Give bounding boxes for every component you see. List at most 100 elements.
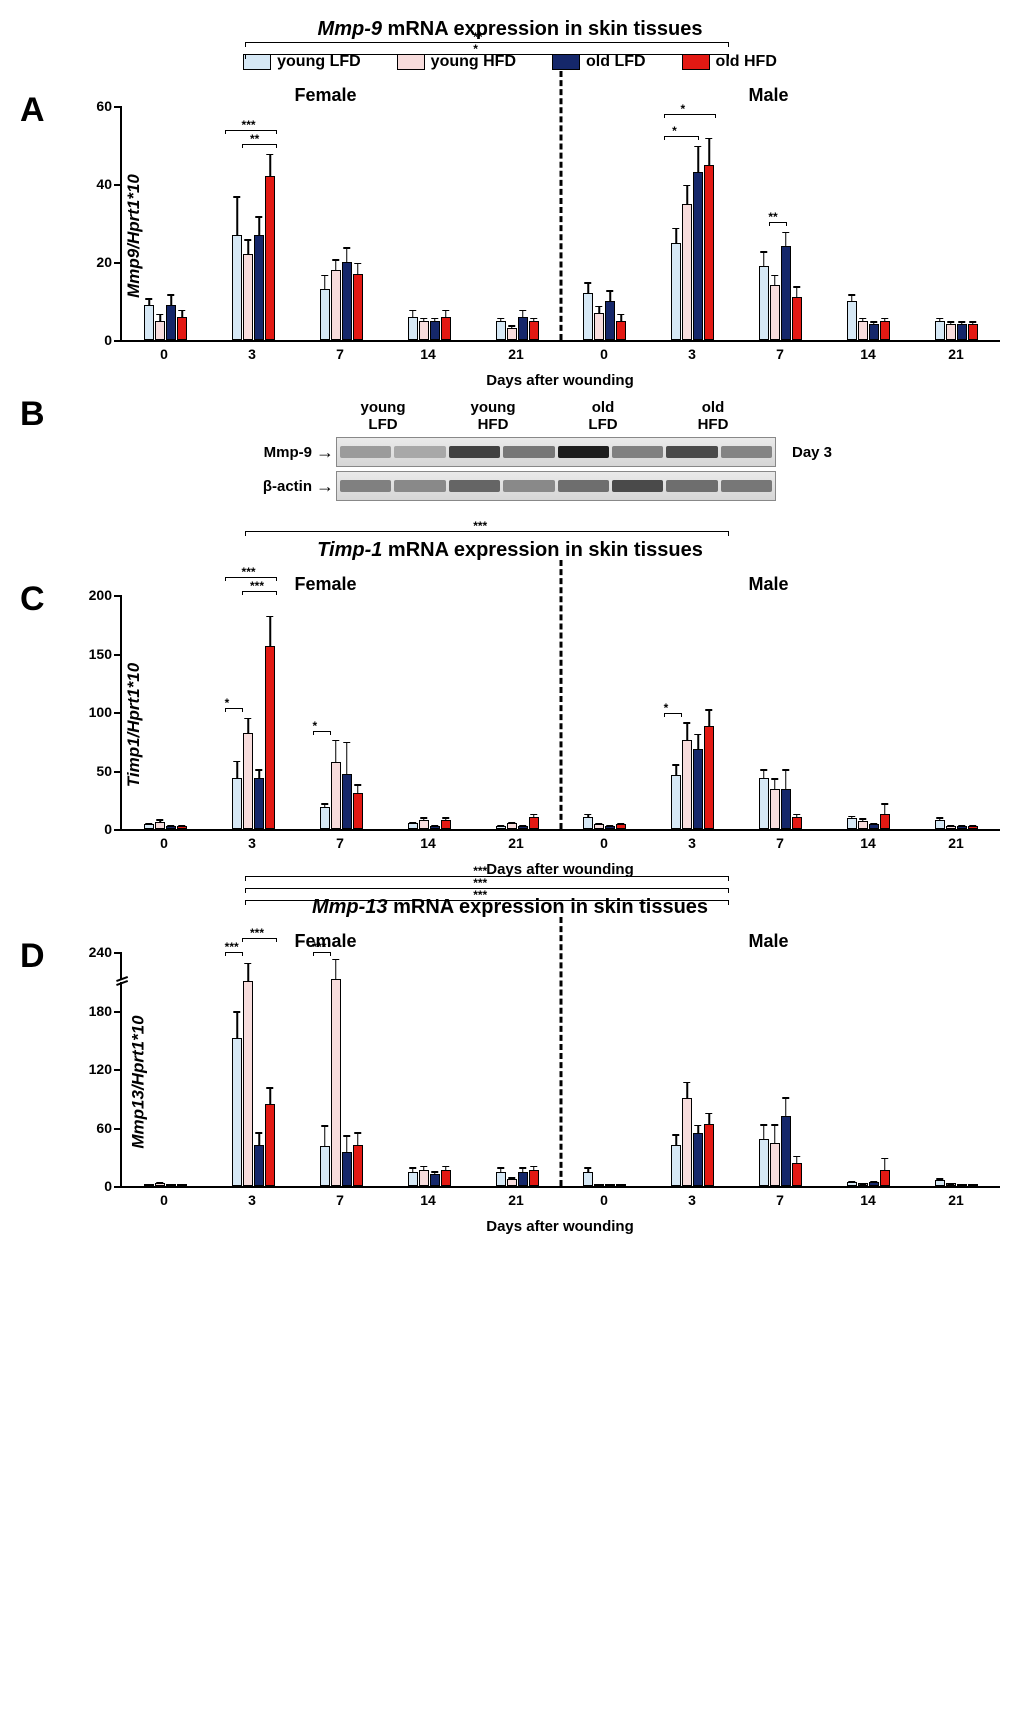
bar <box>342 774 352 829</box>
arrow-icon: → <box>314 477 336 495</box>
bar <box>957 1184 967 1186</box>
bar <box>331 762 341 829</box>
blot-band <box>449 480 500 492</box>
panel-d-chart: Mmp13/Hprt1*10 060120180240*************… <box>120 952 1000 1212</box>
bar <box>770 1143 780 1186</box>
bar <box>320 289 330 340</box>
bar <box>968 324 978 340</box>
bar <box>704 1124 714 1186</box>
bar <box>759 778 769 829</box>
label-male: Male <box>547 574 1000 595</box>
bar <box>408 823 418 829</box>
bar <box>518 1172 528 1186</box>
bar <box>419 321 429 340</box>
panel-d: D Female Male Mmp13/Hprt1*10 06012018024… <box>20 931 1000 1235</box>
bar <box>781 789 791 829</box>
blot-band <box>394 446 445 458</box>
bar <box>496 826 506 830</box>
bar <box>693 172 703 340</box>
bar <box>847 818 857 829</box>
bar <box>265 646 275 829</box>
bar <box>935 1180 945 1186</box>
blot-band <box>666 446 717 458</box>
bar <box>441 820 451 829</box>
label-female: Female <box>64 574 547 595</box>
blot-band <box>449 446 500 458</box>
bar <box>430 1174 440 1186</box>
bar <box>693 1133 703 1186</box>
bar <box>144 824 154 829</box>
wb-header: oldLFD <box>548 399 658 433</box>
blot-band <box>503 480 554 492</box>
bar <box>671 775 681 829</box>
bar <box>232 1038 242 1186</box>
legend-item: young HFD <box>397 53 516 71</box>
bar <box>529 1170 539 1186</box>
bar <box>869 1182 879 1186</box>
blot-band <box>721 480 772 492</box>
figure-container: Mmp-9 mRNA expression in skin tissues yo… <box>20 18 1000 1235</box>
bar <box>243 254 253 340</box>
arrow-icon: → <box>314 443 336 461</box>
blot-band <box>612 480 663 492</box>
bar <box>342 262 352 340</box>
panel-b: B youngLFDyoungHFDoldLFDoldHFD Mmp-9 → D… <box>20 389 1000 521</box>
panel-b-mmp9-label: Mmp-9 <box>234 444 314 461</box>
bar <box>342 1152 352 1186</box>
panel-c-title: Timp-1 mRNA expression in skin tissues <box>20 539 1000 562</box>
panel-c: C Female Male Timp1/Hprt1*10 05010015020… <box>20 574 1000 878</box>
bar <box>594 1184 604 1186</box>
panel-b-actin-label: β-actin <box>234 478 314 495</box>
bar <box>770 285 780 340</box>
bar <box>430 321 440 340</box>
bar <box>166 1184 176 1186</box>
bar <box>254 235 264 340</box>
bar <box>507 1179 517 1186</box>
bar <box>770 789 780 829</box>
bar <box>243 981 253 1186</box>
panel-a-letter: A <box>20 85 64 130</box>
panel-c-letter: C <box>20 574 64 619</box>
bar <box>605 1184 615 1186</box>
bar <box>880 1170 890 1186</box>
blot-band <box>558 480 609 492</box>
panel-b-headers: youngLFDyoungHFDoldLFDoldHFD <box>328 399 832 433</box>
bar <box>781 246 791 340</box>
bar <box>682 1098 692 1186</box>
bar <box>496 321 506 340</box>
bar <box>957 324 967 340</box>
bar <box>166 305 176 340</box>
bar <box>496 1172 506 1186</box>
wb-header: youngHFD <box>438 399 548 433</box>
bar <box>243 733 253 829</box>
blot-band <box>666 480 717 492</box>
bar <box>704 726 714 829</box>
bar <box>671 1145 681 1186</box>
bar <box>957 826 967 830</box>
panel-b-day-label: Day 3 <box>792 444 832 461</box>
panel-a-title: Mmp-9 mRNA expression in skin tissues <box>20 18 1000 41</box>
bar <box>353 793 363 829</box>
bar <box>441 317 451 340</box>
bar <box>682 740 692 829</box>
label-male: Male <box>547 931 1000 952</box>
bar <box>616 824 626 829</box>
bar <box>177 826 187 830</box>
bar <box>254 1145 264 1186</box>
bar <box>847 301 857 340</box>
bar <box>935 820 945 829</box>
blot-band <box>612 446 663 458</box>
bar <box>880 814 890 829</box>
panel-b-actin-strip <box>336 471 776 501</box>
bar <box>331 979 341 1186</box>
blot-band <box>394 480 445 492</box>
bar <box>583 1172 593 1186</box>
legend: young LFDyoung HFDold LFDold HFD <box>20 53 1000 71</box>
bar <box>759 1139 769 1186</box>
panel-b-mmp9-strip <box>336 437 776 467</box>
bar <box>946 324 956 340</box>
bar <box>353 274 363 340</box>
wb-header: oldHFD <box>658 399 768 433</box>
legend-item: young LFD <box>243 53 361 71</box>
bar <box>177 1184 187 1186</box>
